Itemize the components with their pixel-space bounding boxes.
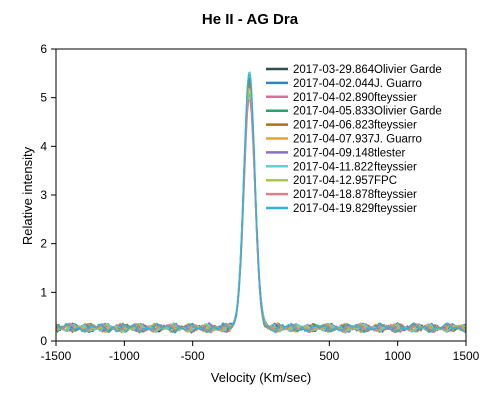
legend-entry-observer: fteyssier <box>374 120 417 132</box>
legend-entry-date: 2017-04-05.833 <box>293 106 374 118</box>
legend-entry-date: 2017-03-29.864 <box>293 64 375 76</box>
legend-entry-date: 2017-04-02.890 <box>293 92 374 104</box>
legend-entry-observer: fteyssier <box>374 203 417 215</box>
legend-entry-date: 2017-04-19.829 <box>293 203 374 215</box>
x-tick-label: -1000 <box>109 349 140 363</box>
legend-entry-observer: fteyssier <box>374 92 417 104</box>
legend-entry-observer: FPC <box>374 175 397 187</box>
series-line <box>55 73 467 333</box>
legend-entry-observer: tlester <box>374 147 405 159</box>
plot-lines <box>55 71 467 334</box>
legend-entry-date: 2017-04-09.148 <box>293 147 374 159</box>
y-axis-ticks: 0 1 2 3 4 5 6 <box>40 42 56 348</box>
y-tick-label: 5 <box>40 91 47 105</box>
legend-entry-observer: J. Guarro <box>374 134 422 146</box>
legend-entry-date: 2017-04-12.957 <box>293 175 374 187</box>
y-tick-label: 1 <box>40 285 47 299</box>
y-tick-label: 6 <box>40 42 47 56</box>
x-tick-label: -1500 <box>41 349 72 363</box>
y-tick-label: 0 <box>40 334 47 348</box>
x-tick-label: 500 <box>319 349 339 363</box>
legend: 2017-03-29.864 Olivier Garde2017-04-02.04… <box>266 64 442 215</box>
legend-entry-observer: fteyssier <box>374 189 417 201</box>
chart-title: He II - AG Dra <box>202 11 299 28</box>
x-axis-ticks: -1500 -1000 -500 500 1000 1500 <box>41 341 480 363</box>
x-tick-label: 1500 <box>453 349 480 363</box>
legend-entry-date: 2017-04-18.878 <box>293 189 374 201</box>
legend-entry-observer: Olivier Garde <box>374 106 442 118</box>
x-axis-label: Velocity (Km/sec) <box>211 370 311 385</box>
legend-entry-date: 2017-04-06.823 <box>293 120 374 132</box>
y-axis-label: Relative intensity <box>20 146 35 245</box>
y-tick-label: 4 <box>40 139 47 153</box>
x-tick-label: 1000 <box>384 349 411 363</box>
legend-entry-date: 2017-04-02.044 <box>293 78 375 90</box>
y-tick-label: 2 <box>40 237 47 251</box>
legend-entry-date: 2017-04-07.937 <box>293 134 374 146</box>
legend-entry-observer: Olivier Garde <box>374 64 442 76</box>
x-tick-label: -500 <box>181 349 205 363</box>
legend-entry-date: 2017-04-11.822 <box>293 161 373 173</box>
y-tick-label: 3 <box>40 188 47 202</box>
legend-entry-observer: J. Guarro <box>374 78 422 90</box>
legend-entry-observer: fteyssier <box>374 161 417 173</box>
